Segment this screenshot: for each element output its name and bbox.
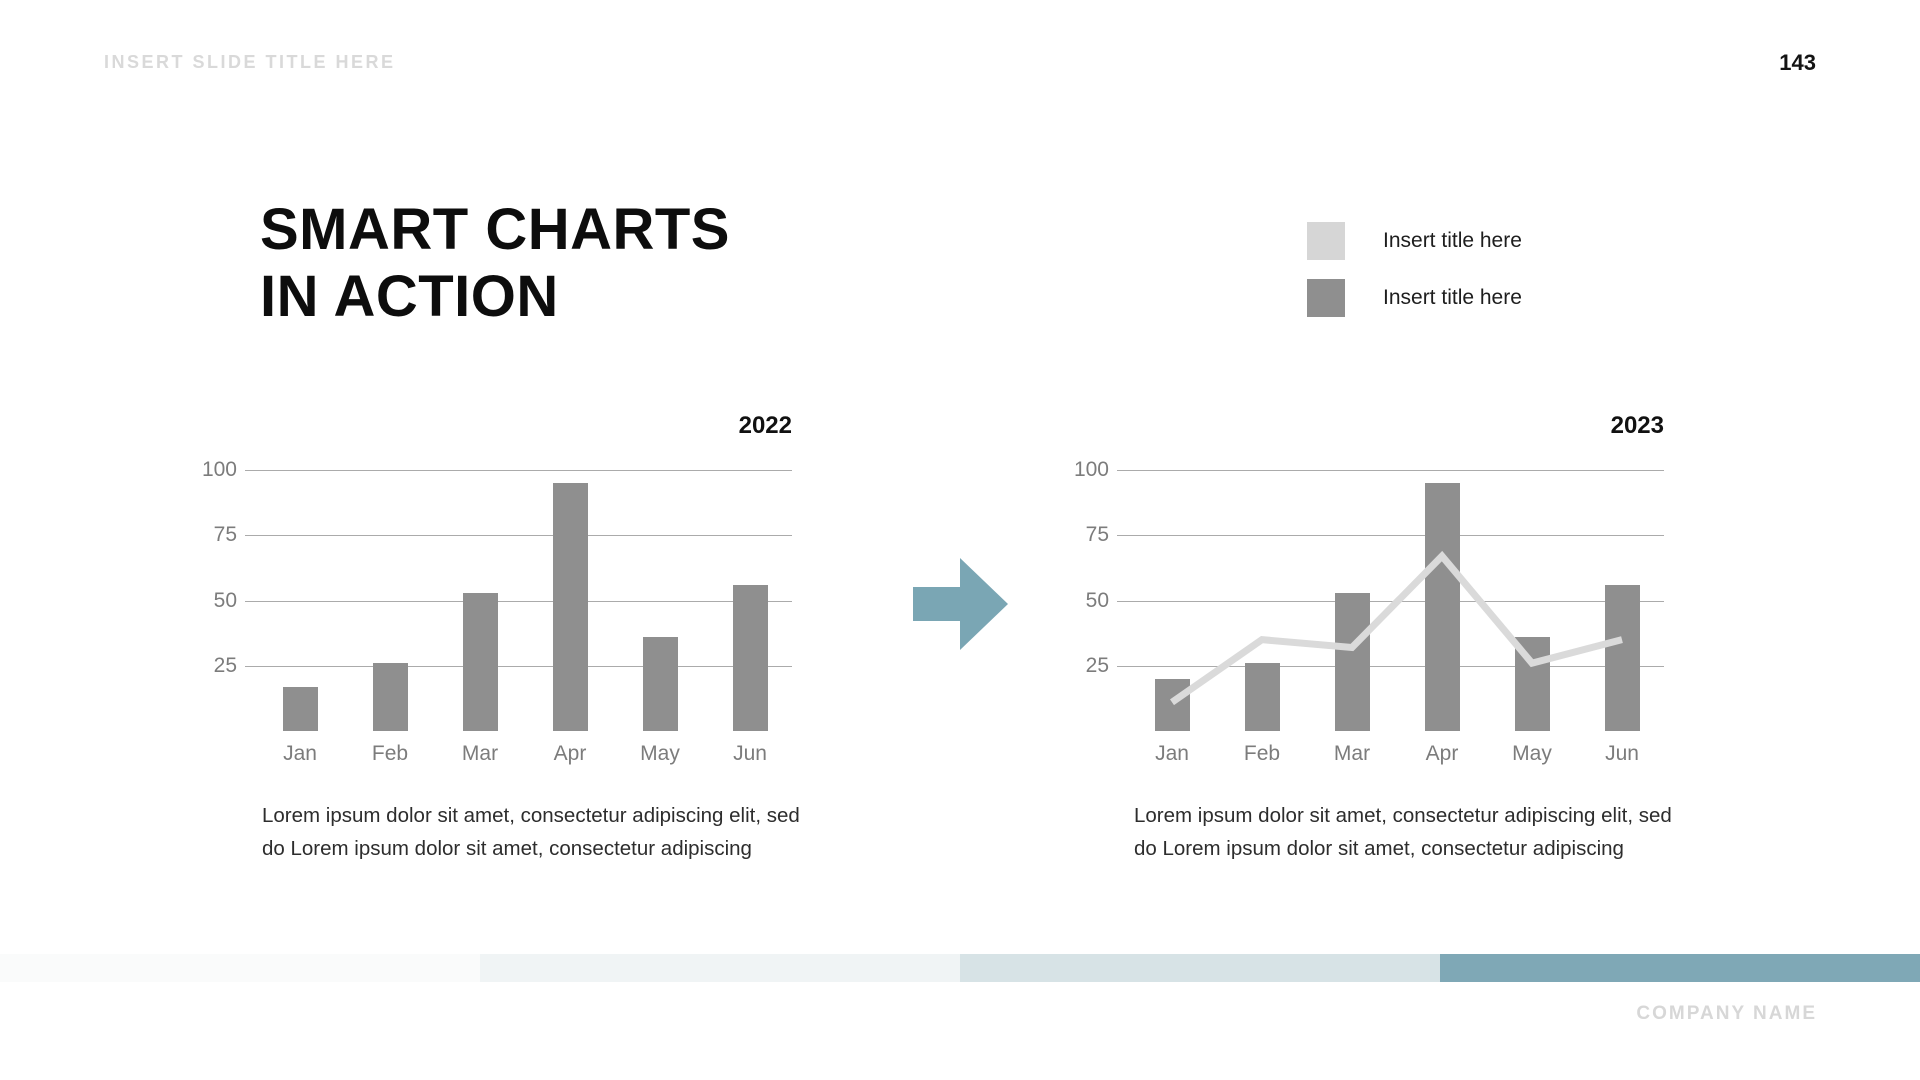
gridline-100 bbox=[1117, 470, 1664, 471]
y-axis-tick-100: 100 bbox=[201, 458, 237, 481]
bar-apr bbox=[1424, 483, 1460, 731]
x-axis-tick-feb: Feb bbox=[371, 742, 409, 765]
y-axis-tick-25: 25 bbox=[213, 653, 237, 677]
footer-stripe-3 bbox=[960, 954, 1440, 982]
bar-may bbox=[642, 637, 678, 731]
gridline-75 bbox=[1117, 535, 1664, 537]
chart-legend: Insert title here Insert title here bbox=[1307, 222, 1522, 336]
caption-line: do Lorem ipsum dolor sit amet, consectet… bbox=[1134, 837, 1624, 860]
gridline-100 bbox=[245, 470, 792, 471]
bar-chart-2022: 2022 25 50 75 100 Jan Feb Mar Apr May Jun bbox=[202, 406, 792, 786]
bar-apr bbox=[552, 483, 588, 731]
bar-jun bbox=[1604, 584, 1640, 731]
footer-stripe-4 bbox=[1440, 954, 1920, 982]
bar-mar bbox=[462, 592, 498, 731]
x-axis-tick-mar: Mar bbox=[1333, 742, 1371, 765]
chart-year-label: 2022 bbox=[738, 412, 792, 439]
x-axis-tick-apr: Apr bbox=[1425, 742, 1459, 765]
footer-color-stripes bbox=[0, 954, 1920, 982]
plot-area: 25 50 75 100 Jan Feb Mar Apr May Jun bbox=[202, 458, 792, 765]
bar-jan bbox=[1154, 678, 1190, 731]
x-axis-tick-jun: Jun bbox=[1605, 742, 1639, 765]
chart-caption-right: Lorem ipsum dolor sit amet, consectetur … bbox=[1134, 799, 1672, 865]
bar-feb bbox=[1244, 663, 1280, 731]
gridline-25 bbox=[245, 665, 792, 667]
y-axis-tick-75: 75 bbox=[213, 523, 237, 547]
y-axis-tick-25: 25 bbox=[1085, 653, 1109, 677]
x-axis-tick-may: May bbox=[640, 742, 680, 765]
chart-caption-left: Lorem ipsum dolor sit amet, consectetur … bbox=[262, 799, 800, 865]
gridline-25 bbox=[1117, 665, 1664, 667]
x-axis-tick-jan: Jan bbox=[283, 742, 317, 765]
page-number: 143 bbox=[1779, 50, 1816, 75]
x-axis-tick-mar: Mar bbox=[461, 742, 499, 765]
footer-stripe-1 bbox=[0, 954, 480, 982]
x-axis-tick-feb: Feb bbox=[1243, 742, 1281, 765]
legend-label: Insert title here bbox=[1383, 229, 1522, 252]
bar-jan bbox=[282, 686, 318, 731]
page-title: SMART CHARTS IN ACTION bbox=[260, 196, 730, 330]
bar-mar bbox=[1334, 592, 1370, 731]
gridline-50 bbox=[1117, 600, 1664, 602]
y-axis-tick-75: 75 bbox=[1085, 523, 1109, 547]
bar-feb bbox=[372, 663, 408, 731]
y-axis-tick-100: 100 bbox=[1073, 458, 1109, 481]
page-title-line2: IN ACTION bbox=[260, 264, 559, 329]
legend-swatch-dark bbox=[1307, 279, 1345, 317]
x-axis-tick-jun: Jun bbox=[733, 742, 767, 765]
legend-label: Insert title here bbox=[1383, 286, 1522, 309]
x-axis-tick-may: May bbox=[1512, 742, 1552, 765]
plot-area: 25 50 75 100 Jan Feb Mar Apr May Jun bbox=[1074, 458, 1664, 765]
company-name: COMPANY NAME bbox=[1636, 1003, 1817, 1024]
trend-line bbox=[1170, 550, 1623, 706]
legend-item: Insert title here bbox=[1307, 222, 1522, 260]
gridline-75 bbox=[245, 535, 792, 537]
gridline-50 bbox=[245, 600, 792, 602]
right-arrow-icon bbox=[913, 558, 1008, 650]
footer-stripe-2 bbox=[480, 954, 960, 982]
y-axis-tick-50: 50 bbox=[1085, 588, 1109, 612]
caption-line: do Lorem ipsum dolor sit amet, consectet… bbox=[262, 837, 752, 860]
legend-item: Insert title here bbox=[1307, 279, 1522, 317]
x-axis-tick-jan: Jan bbox=[1155, 742, 1189, 765]
page-title-line1: SMART CHARTS bbox=[260, 197, 730, 262]
legend-swatch-light bbox=[1307, 222, 1345, 260]
line-series bbox=[1170, 550, 1623, 706]
y-axis-tick-50: 50 bbox=[213, 588, 237, 612]
caption-line: Lorem ipsum dolor sit amet, consectetur … bbox=[1134, 804, 1672, 827]
bar-line-chart-2023: 2023 25 50 75 100 Jan Feb Mar Apr May Jun bbox=[1074, 406, 1664, 786]
slide-title-placeholder: INSERT SLIDE TITLE HERE bbox=[104, 52, 396, 72]
caption-line: Lorem ipsum dolor sit amet, consectetur … bbox=[262, 804, 800, 827]
bar-jun bbox=[732, 584, 768, 731]
chart-year-label: 2023 bbox=[1610, 412, 1664, 439]
x-axis-tick-apr: Apr bbox=[553, 742, 587, 765]
